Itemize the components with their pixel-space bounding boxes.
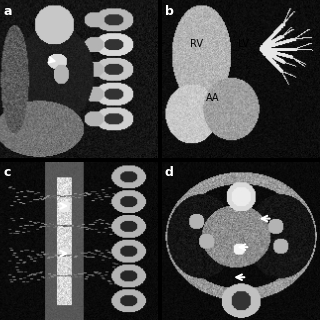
Text: c: c [3,166,11,179]
Text: b: b [165,5,174,18]
Text: LV: LV [238,39,250,49]
Text: a: a [3,5,12,18]
Text: d: d [165,166,174,179]
Text: AA: AA [205,93,219,103]
Text: RV: RV [190,39,203,49]
